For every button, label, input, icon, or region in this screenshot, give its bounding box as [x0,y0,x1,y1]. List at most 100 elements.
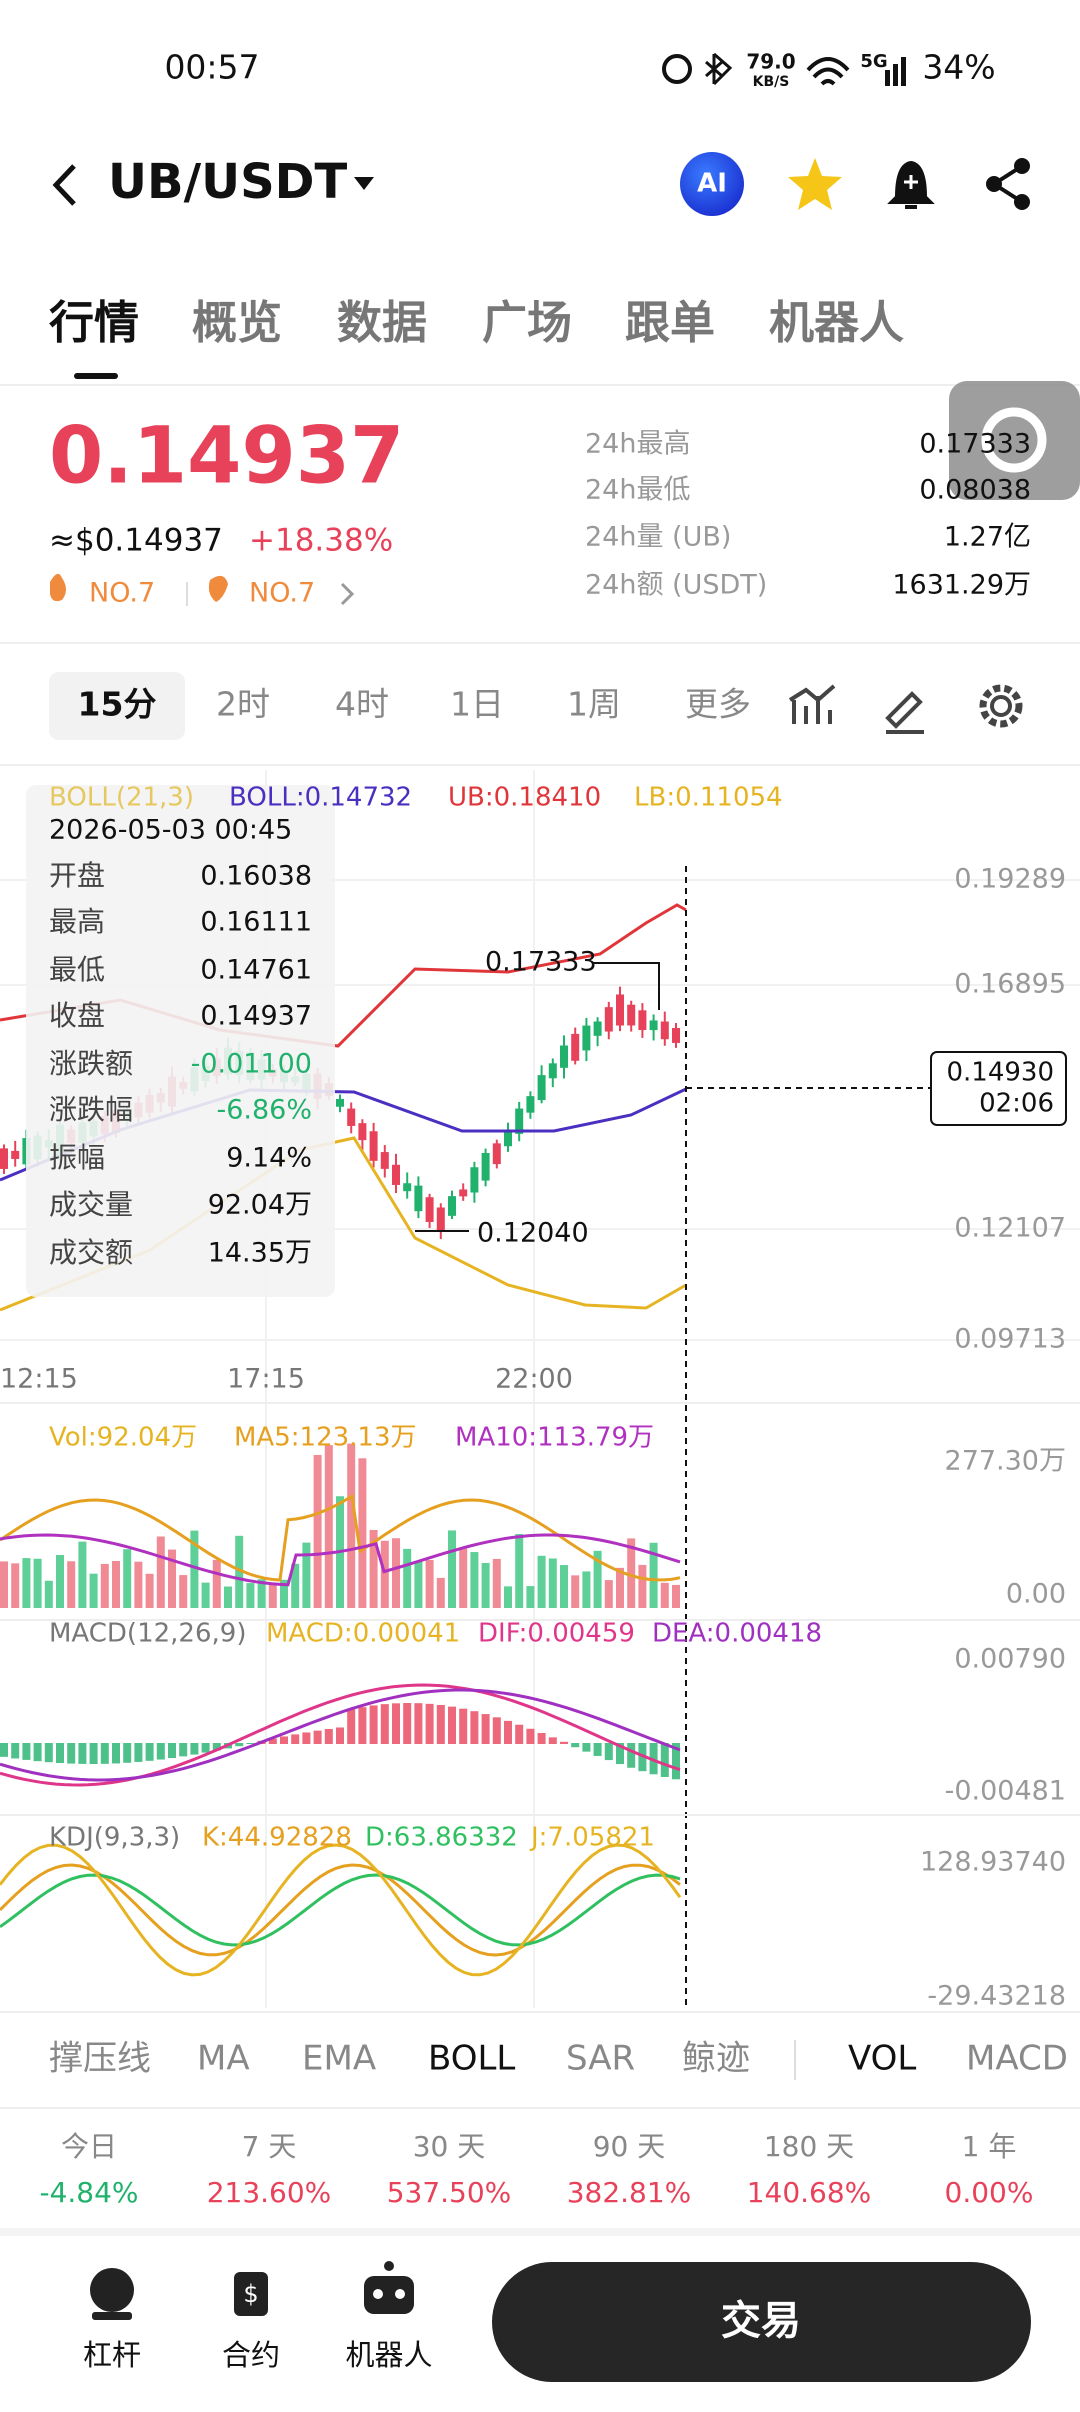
indicator-tab[interactable]: MACD [966,2039,1068,2079]
macd-bar [436,1705,445,1744]
interval[interactable]: 2时 [216,685,270,724]
pair-title[interactable]: UB/USDT [108,154,347,210]
macd-bar [616,1743,624,1765]
time-axis-label: 22:00 [495,1364,573,1395]
indicator-tab[interactable]: 鲸迹 [682,2039,750,2079]
macd-bar [56,1743,64,1763]
nav-icon-futures[interactable]: $ [234,2272,268,2316]
candle-body [414,1185,423,1212]
volume-bar [414,1561,423,1608]
interval-selected[interactable] [49,672,185,740]
kdj-j [0,1843,682,1977]
volume-bar [526,1586,535,1608]
indicator-tab[interactable]: BOLL [428,2039,515,2079]
tab[interactable]: 机器人 [769,296,904,349]
ai-button[interactable] [680,152,744,216]
status-network: 5G [860,51,887,72]
bell-plus [904,175,918,189]
candle-body [526,1096,535,1113]
vol-label: Vol:92.04万 [49,1423,197,1453]
macd-bar [481,1714,490,1744]
hot-icon-2 [208,575,228,602]
rank-chevron[interactable] [340,582,355,606]
volume-bar [604,1580,613,1608]
nav-icon-bot[interactable] [364,2261,414,2314]
macd-axis-label: 0.00790 [954,1644,1066,1675]
macd-bar [660,1743,669,1777]
tab[interactable]: 行情 [49,296,139,349]
tab[interactable]: 数据 [337,296,427,349]
status-speed: 79.0 [746,50,795,74]
kdj-title: KDJ(9,3,3) [49,1823,180,1853]
nav-label[interactable]: 合约 [222,2338,280,2372]
volume-bar [616,1567,624,1608]
ai-label[interactable]: AI [697,169,727,199]
vol-ma5 [0,1493,681,1582]
macd-bar [548,1737,557,1744]
back-button[interactable] [52,164,76,206]
macd-dif-label: DIF:0.00459 [478,1619,635,1649]
kdj-d-label: D:63.86332 [365,1823,518,1853]
period-change: 213.60% [207,2176,332,2209]
tab[interactable]: 跟单 [625,296,715,349]
tooltip-value: 0.14761 [200,955,312,986]
nav-label[interactable]: 机器人 [345,2338,432,2372]
indicator-tab[interactable]: VOL [848,2039,916,2079]
tooltip-date: 2026-05-03 00:45 [49,815,292,846]
vol-ma10 [0,1533,681,1587]
volume-bar [638,1564,647,1608]
price-marker [930,1051,1067,1126]
macd-bar [593,1743,602,1756]
volume-bar [347,1443,356,1608]
tab[interactable]: 广场 [482,296,572,349]
nav-label[interactable]: 杠杆 [83,2338,141,2372]
pair-dropdown[interactable] [354,177,374,190]
candle-body [425,1197,434,1222]
volume-bar [67,1561,76,1608]
indicator-tab[interactable]: MA [197,2039,250,2079]
macd-bar [89,1743,98,1764]
interval[interactable]: 4时 [335,685,389,724]
indicator-tab[interactable]: EMA [302,2039,376,2079]
period-change: 0.00% [945,2176,1034,2209]
indicator-tab[interactable]: SAR [566,2039,635,2079]
volume-bar [369,1529,378,1608]
candle-body [448,1196,456,1216]
trade-button[interactable] [492,2262,1031,2382]
nav-icon-leverage[interactable] [90,2268,134,2320]
volume-bar [537,1555,546,1608]
trade-label[interactable]: 交易 [721,2298,801,2344]
price-axis-label: 0.12107 [954,1213,1066,1244]
volume-bar [224,1586,232,1608]
status-speed-unit: KB/S [753,74,790,90]
candle-body [638,1010,647,1031]
interval[interactable]: 1日 [450,685,504,724]
tab[interactable]: 概览 [192,296,282,349]
price-axis-label: 0.19289 [954,864,1066,895]
share-button[interactable] [986,158,1030,210]
volume-bar [324,1445,333,1608]
high-pointer [592,962,660,1010]
floating-button[interactable] [949,381,1080,500]
candle-body [593,1021,602,1036]
candle-body [504,1129,512,1147]
chart-tools[interactable] [788,684,1023,734]
rank: NO.7 [89,578,155,609]
interval[interactable]: 15分 [78,685,157,724]
kdj-d [0,1873,681,1947]
stat-label: 24h最低 [585,475,690,506]
candle-body [515,1108,524,1134]
indicator-tab[interactable]: 撑压线 [49,2039,151,2079]
candle-body [672,1027,680,1043]
favorite-star[interactable] [788,158,842,210]
macd-bar [414,1703,423,1744]
interval[interactable]: 更多 [685,685,751,724]
volume-bar [358,1458,367,1608]
interval[interactable]: 1周 [567,685,621,724]
high-label: 0.17333 [485,947,597,978]
volume-bar [459,1548,468,1608]
boll-ub: UB:0.18410 [448,783,601,813]
macd-bar [627,1743,636,1768]
macd-bar [347,1709,356,1744]
